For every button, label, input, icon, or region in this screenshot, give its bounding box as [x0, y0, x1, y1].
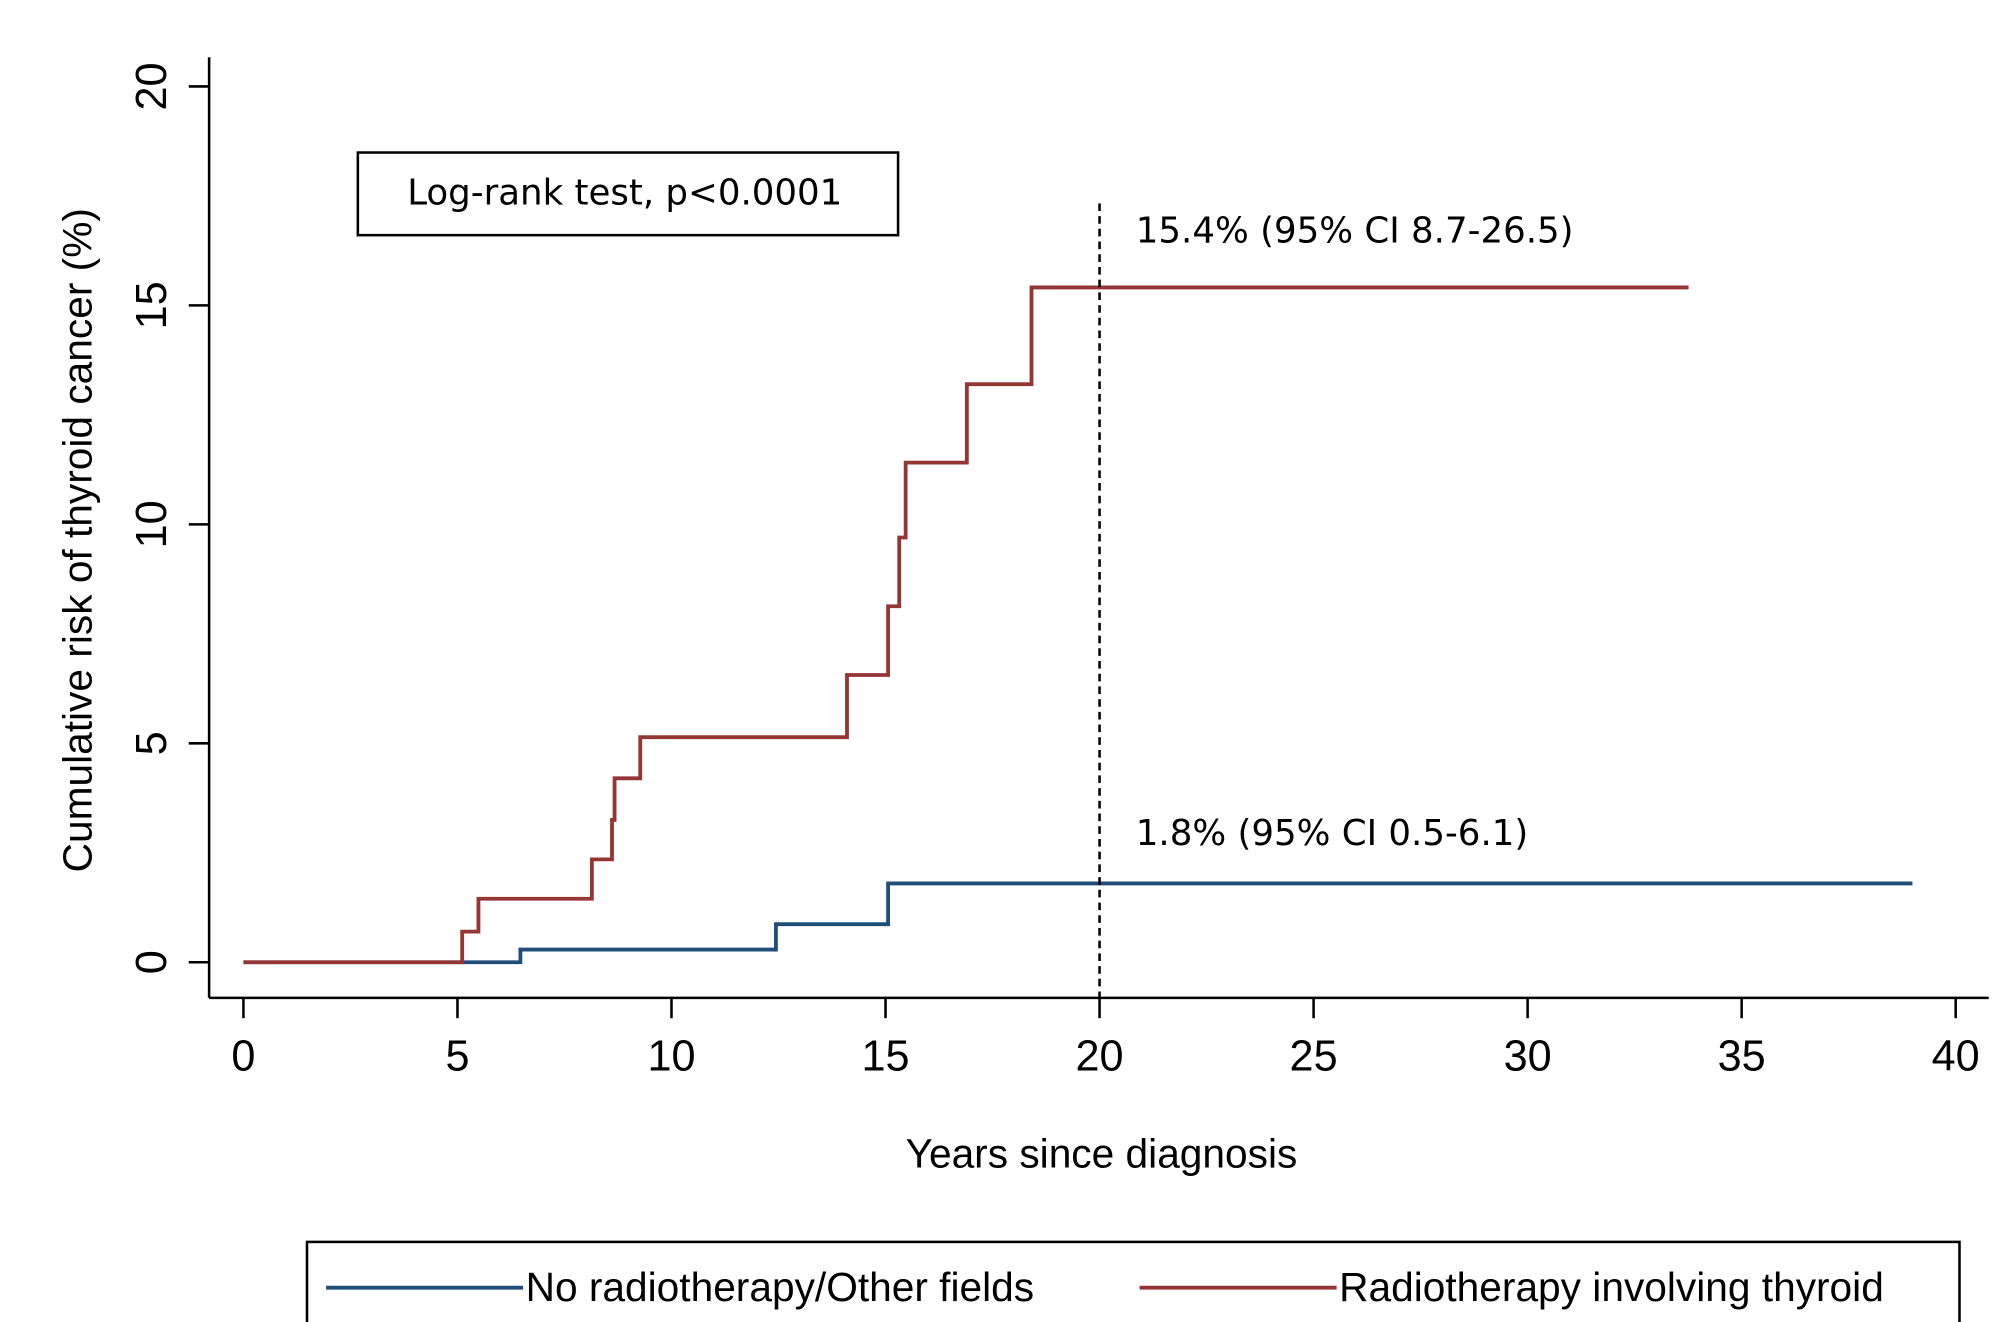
y-tick-label: 0: [128, 950, 176, 974]
annotation: 1.8% (95% CI 0.5-6.1): [1136, 813, 1529, 854]
x-axis-label: Years since diagnosis: [906, 1131, 1298, 1177]
x-tick-label: 40: [1932, 1032, 1980, 1080]
step-line: [243, 285, 1689, 965]
y-tick-label: 10: [128, 500, 176, 548]
y-axis-label: Cumulative risk of thyroid cancer (%): [54, 208, 100, 872]
x-tick-label: 20: [1076, 1032, 1124, 1080]
x-tick-label: 5: [445, 1032, 469, 1080]
legend-label: Radiotherapy involving thyroid: [1339, 1264, 1884, 1310]
annotation: 15.4% (95% CI 8.7-26.5): [1136, 211, 1574, 252]
legend-label: No radiotherapy/Other fields: [526, 1264, 1034, 1310]
legend: [305, 1240, 1961, 1322]
x-tick-label: 15: [861, 1032, 909, 1080]
test-label: Log-rank test, p<0.0001: [407, 172, 842, 213]
x-tick-label: 0: [231, 1032, 255, 1080]
y-tick-label: 20: [128, 62, 176, 110]
step-line: [243, 881, 1913, 965]
x-tick-label: 10: [647, 1032, 695, 1080]
y-tick-label: 15: [128, 281, 176, 329]
x-tick-label: 30: [1504, 1032, 1552, 1080]
x-tick-label: 25: [1290, 1032, 1338, 1080]
y-tick-label: 5: [128, 731, 176, 755]
test-box: [356, 151, 900, 237]
x-tick-label: 35: [1718, 1032, 1766, 1080]
